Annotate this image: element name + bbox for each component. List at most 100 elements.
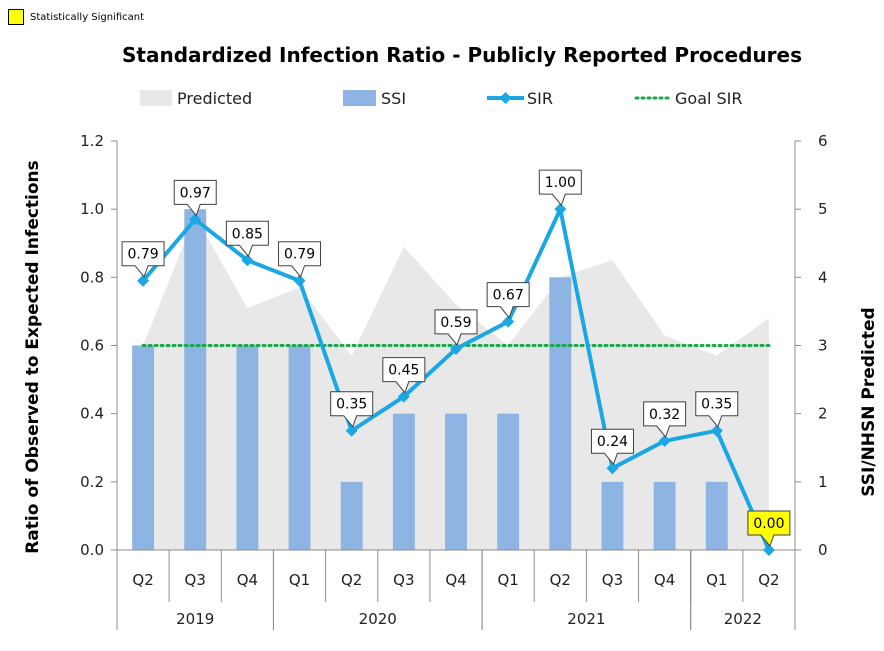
y-left-tick-label: 0.6 <box>80 337 104 355</box>
sir-callout-box <box>330 391 374 428</box>
sir-data-label: 1.00 <box>545 175 576 191</box>
ssi-bar <box>445 413 467 550</box>
x-quarter-label: Q1 <box>706 571 727 589</box>
sir-data-label: 0.35 <box>336 397 367 413</box>
sir-point <box>293 274 306 287</box>
y-axis-left-title: Ratio of Observed to Expected Infections <box>23 160 43 554</box>
sir-point <box>345 424 358 437</box>
legend-sir-marker <box>499 92 512 104</box>
x-quarter-label: Q1 <box>289 571 310 589</box>
sir-point <box>658 434 671 447</box>
sir-point <box>606 462 619 475</box>
sir-data-label: 0.67 <box>493 288 524 304</box>
sir-data-label: 0.97 <box>180 185 211 201</box>
x-year-label: 2019 <box>176 610 214 628</box>
legend-ssi-swatch <box>343 90 376 106</box>
y-left-tick-label: 0.8 <box>80 268 104 286</box>
x-quarter-label: Q3 <box>602 571 623 589</box>
ssi-bar <box>549 277 572 550</box>
sir-data-label: 0.35 <box>701 397 732 413</box>
ssi-bar-layer <box>132 209 728 550</box>
legend-sir-label: SIR <box>527 89 553 108</box>
sir-callout-box <box>747 510 791 547</box>
ssi-bar <box>601 481 624 550</box>
ssi-bar <box>705 481 728 550</box>
sir-data-label: 0.00 <box>753 516 784 532</box>
sir-callout-box <box>695 391 739 428</box>
sir-callout-box <box>173 179 217 217</box>
x-year-label: 2021 <box>567 610 605 628</box>
legend-predicted-label: Predicted <box>177 89 252 108</box>
sir-data-label: 0.79 <box>284 247 315 263</box>
x-quarter-label: Q1 <box>497 571 518 589</box>
sir-line-layer <box>137 203 775 556</box>
sir-callout-box <box>278 241 322 278</box>
y-right-tick-label: 2 <box>818 405 828 423</box>
sir-data-label: 0.45 <box>388 363 419 379</box>
sir-point <box>710 424 723 437</box>
ssi-bar <box>288 345 311 550</box>
y-right-tick-label: 3 <box>818 337 828 355</box>
sir-data-label: 0.32 <box>649 407 680 423</box>
sir-callout-box <box>590 428 634 466</box>
y-right-tick-label: 6 <box>818 132 828 150</box>
sir-point <box>189 213 202 226</box>
sir-callout-box <box>538 169 582 207</box>
sir-callout-box <box>225 220 269 258</box>
axes-layer: 0.0 0.2 0.4 0.6 0.8 1.0 1.2 0 1 2 3 4 5 6 Q2 Q3 Q4 Q1 Q2 Q3… <box>80 132 828 630</box>
ssi-bar <box>236 345 259 550</box>
ssi-bar <box>392 413 415 550</box>
sir-point <box>502 315 515 328</box>
sir-callout-box <box>121 241 165 278</box>
y-left-tick-label: 0.0 <box>80 541 104 559</box>
sir-data-label: 0.85 <box>232 226 263 242</box>
sir-point <box>554 203 567 216</box>
chart-title: Standardized Infection Ratio - Publicly … <box>122 43 802 67</box>
x-quarter-label: Q2 <box>132 571 153 589</box>
sir-point <box>397 390 410 403</box>
sir-data-label: 0.24 <box>597 434 628 450</box>
sir-data-label: 0.79 <box>127 247 158 263</box>
x-quarter-label: Q3 <box>185 571 206 589</box>
significance-swatch <box>8 9 24 25</box>
y-right-tick-label: 5 <box>818 200 828 218</box>
chart-legend: Predicted SSI SIR Goal SIR <box>140 89 743 108</box>
ssi-bar <box>340 481 363 550</box>
sir-point <box>762 544 775 556</box>
sir-callout-box <box>643 401 687 438</box>
sir-callout-box <box>486 282 530 319</box>
x-quarter-label: Q4 <box>654 571 675 589</box>
x-quarter-label: Q4 <box>445 571 466 589</box>
ssi-bar <box>653 481 676 550</box>
y-left-tick-label: 1.0 <box>80 200 104 218</box>
significance-key-label: Statistically Significant <box>30 11 145 23</box>
sir-callout-box <box>382 357 426 394</box>
x-quarter-label: Q4 <box>237 571 258 589</box>
x-quarter-label: Q2 <box>758 571 779 589</box>
legend-predicted-swatch <box>140 90 172 106</box>
significance-key: Statistically Significant <box>8 9 144 25</box>
y-axis-right-title: SSI/NHSN Predicted <box>859 307 879 496</box>
y-left-tick-label: 0.4 <box>80 405 104 423</box>
sir-point <box>137 274 150 287</box>
sir-data-label: 0.59 <box>440 315 471 331</box>
y-right-tick-label: 1 <box>818 473 828 491</box>
sir-point <box>241 254 254 267</box>
y-left-tick-label: 1.2 <box>80 132 104 150</box>
x-quarter-label: Q3 <box>393 571 414 589</box>
ssi-bar <box>132 345 155 550</box>
legend-goal-label: Goal SIR <box>675 89 743 108</box>
sir-point <box>450 342 462 355</box>
ssi-bar <box>184 209 207 550</box>
sir-callout-box <box>434 309 478 346</box>
ssi-bar <box>497 413 520 550</box>
x-quarter-label: Q2 <box>550 571 571 589</box>
y-left-tick-label: 0.2 <box>80 473 104 491</box>
x-year-label: 2022 <box>724 610 762 628</box>
legend-ssi-label: SSI <box>381 89 406 108</box>
x-year-label: 2020 <box>359 610 397 628</box>
y-right-tick-label: 4 <box>818 268 828 286</box>
sir-data-labels: 0.79 0.97 0.85 0.79 0.35 0.45 0.59 0.67 1.00 0.24… <box>121 169 791 547</box>
y-right-tick-label: 0 <box>818 541 828 559</box>
